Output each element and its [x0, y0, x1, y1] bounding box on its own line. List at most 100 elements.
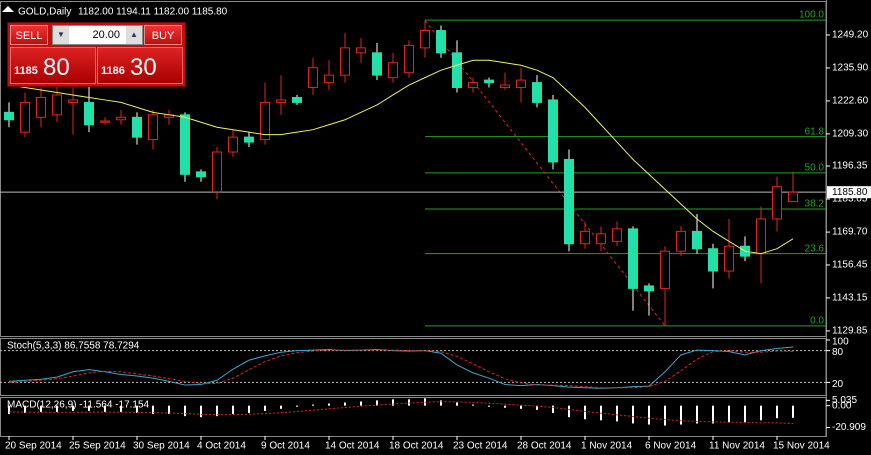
y-tick-label: 1222.60 — [832, 96, 869, 107]
macd-bar — [392, 399, 394, 406]
x-tick-label: 15 Nov 2014 — [773, 441, 830, 452]
macd-bar — [24, 405, 26, 413]
x-tick-label: 6 Nov 2014 — [645, 441, 697, 452]
candle-body — [100, 120, 110, 123]
candle-body — [388, 62, 398, 79]
y-tick-label: 1169.70 — [832, 227, 868, 238]
y-tick-label: 1129.85 — [832, 326, 868, 337]
stoch-line — [8, 346, 794, 389]
y-tick-label: 1183.05 — [832, 194, 868, 205]
macd-bar — [712, 405, 714, 424]
y-tick-label: -20.909 — [832, 422, 866, 433]
macd-bar — [120, 405, 122, 412]
candle-body — [372, 52, 382, 76]
candle-body — [260, 101, 270, 141]
macd-bar — [744, 405, 746, 423]
candle-body — [68, 99, 78, 103]
macd-bar — [376, 400, 378, 406]
moving-average — [8, 59, 794, 255]
macd-bar — [104, 405, 106, 412]
macd-bar — [664, 405, 666, 426]
macd-signal — [8, 401, 794, 425]
candle-body — [52, 94, 62, 116]
candle-body — [756, 218, 766, 255]
bid-big: 80 — [43, 54, 70, 81]
y-tick-label: 1249.20 — [832, 30, 869, 41]
macd-bar — [56, 405, 58, 412]
volume-down[interactable]: ▼ — [53, 26, 69, 44]
ask-price[interactable]: 1186 30 — [97, 47, 183, 84]
y-tick-label: 80 — [832, 347, 844, 358]
candle-body — [132, 116, 142, 138]
macd-bar — [8, 405, 10, 415]
fib-label: 50.0 — [805, 162, 825, 173]
y-tick-label: 1196.35 — [832, 161, 868, 172]
chart-title: GOLD,Daily — [18, 7, 71, 18]
candle-body — [500, 84, 510, 89]
candle-body — [324, 74, 334, 84]
x-tick-label: 4 Oct 2014 — [197, 441, 246, 452]
collapse-icon[interactable] — [2, 6, 14, 12]
candle-body — [484, 79, 494, 84]
candle-body — [596, 233, 606, 245]
macd-bar — [776, 405, 778, 419]
macd-bar — [696, 405, 698, 424]
indicator-title: Stoch(5,3,3) 86.7558 78.7294 — [7, 341, 140, 352]
macd-bar — [536, 405, 538, 410]
macd-bar — [88, 405, 90, 411]
candle-body — [644, 285, 654, 292]
bid-price[interactable]: 1185 80 — [10, 47, 96, 84]
stoch-line — [8, 349, 794, 389]
macd-bar — [552, 405, 554, 413]
buy-button[interactable]: BUY — [144, 25, 182, 45]
candle-body — [548, 99, 558, 163]
x-tick-label: 14 Oct 2014 — [325, 441, 380, 452]
y-tick-label: 1156.45 — [832, 260, 868, 271]
macd-bar — [792, 405, 794, 418]
candle-body — [276, 99, 286, 103]
candle-body — [308, 67, 318, 89]
macd-bar — [184, 405, 186, 417]
macd-bar — [520, 405, 522, 409]
volume-up[interactable]: ▲ — [126, 26, 142, 44]
macd-bar — [504, 405, 506, 408]
y-tick-label: 0.00 — [832, 400, 852, 411]
macd-bar — [344, 402, 346, 406]
chart-subtitle: 1182.00 1194.11 1182.00 1185.80 — [78, 7, 228, 18]
x-tick-label: 23 Oct 2014 — [453, 441, 508, 452]
x-tick-label: 25 Sep 2014 — [69, 441, 126, 452]
candle-body — [564, 158, 574, 245]
candle-body — [692, 230, 702, 250]
fib-label: 61.8 — [805, 126, 825, 137]
candle-body — [532, 82, 542, 103]
x-tick-label: 11 Nov 2014 — [709, 441, 765, 452]
macd-bar — [280, 405, 282, 409]
candle-body — [724, 245, 734, 272]
macd-bar — [168, 405, 170, 415]
candle-body — [36, 96, 46, 118]
candle-body — [452, 52, 462, 89]
macd-bar — [680, 405, 682, 425]
candle-body — [660, 250, 670, 289]
candle-body — [676, 230, 686, 252]
x-tick-label: 9 Oct 2014 — [261, 441, 310, 452]
y-tick-label: 5.035 — [832, 395, 857, 406]
candle-body — [340, 47, 350, 76]
candle-body — [772, 186, 782, 220]
sell-button[interactable]: SELL — [10, 25, 48, 45]
macd-bar — [568, 405, 570, 418]
macd-bar — [296, 405, 298, 407]
macd-bar — [200, 405, 202, 418]
candle-body — [196, 171, 206, 178]
x-tick-label: 20 Sep 2014 — [5, 441, 62, 452]
macd-bar — [616, 405, 618, 422]
volume-value: 20.00 — [92, 29, 120, 41]
volume-input[interactable]: ▼ 20.00 ▲ — [52, 25, 143, 45]
macd-bar — [408, 399, 410, 406]
x-tick-label: 1 Nov 2014 — [581, 441, 633, 452]
macd-bar — [248, 405, 250, 413]
fib-label: 100.0 — [799, 10, 824, 21]
macd-bar — [312, 404, 314, 406]
indicator-title: MACD(12,26,9) -11.564 -17.154 — [7, 400, 150, 411]
candle-body — [212, 151, 222, 193]
